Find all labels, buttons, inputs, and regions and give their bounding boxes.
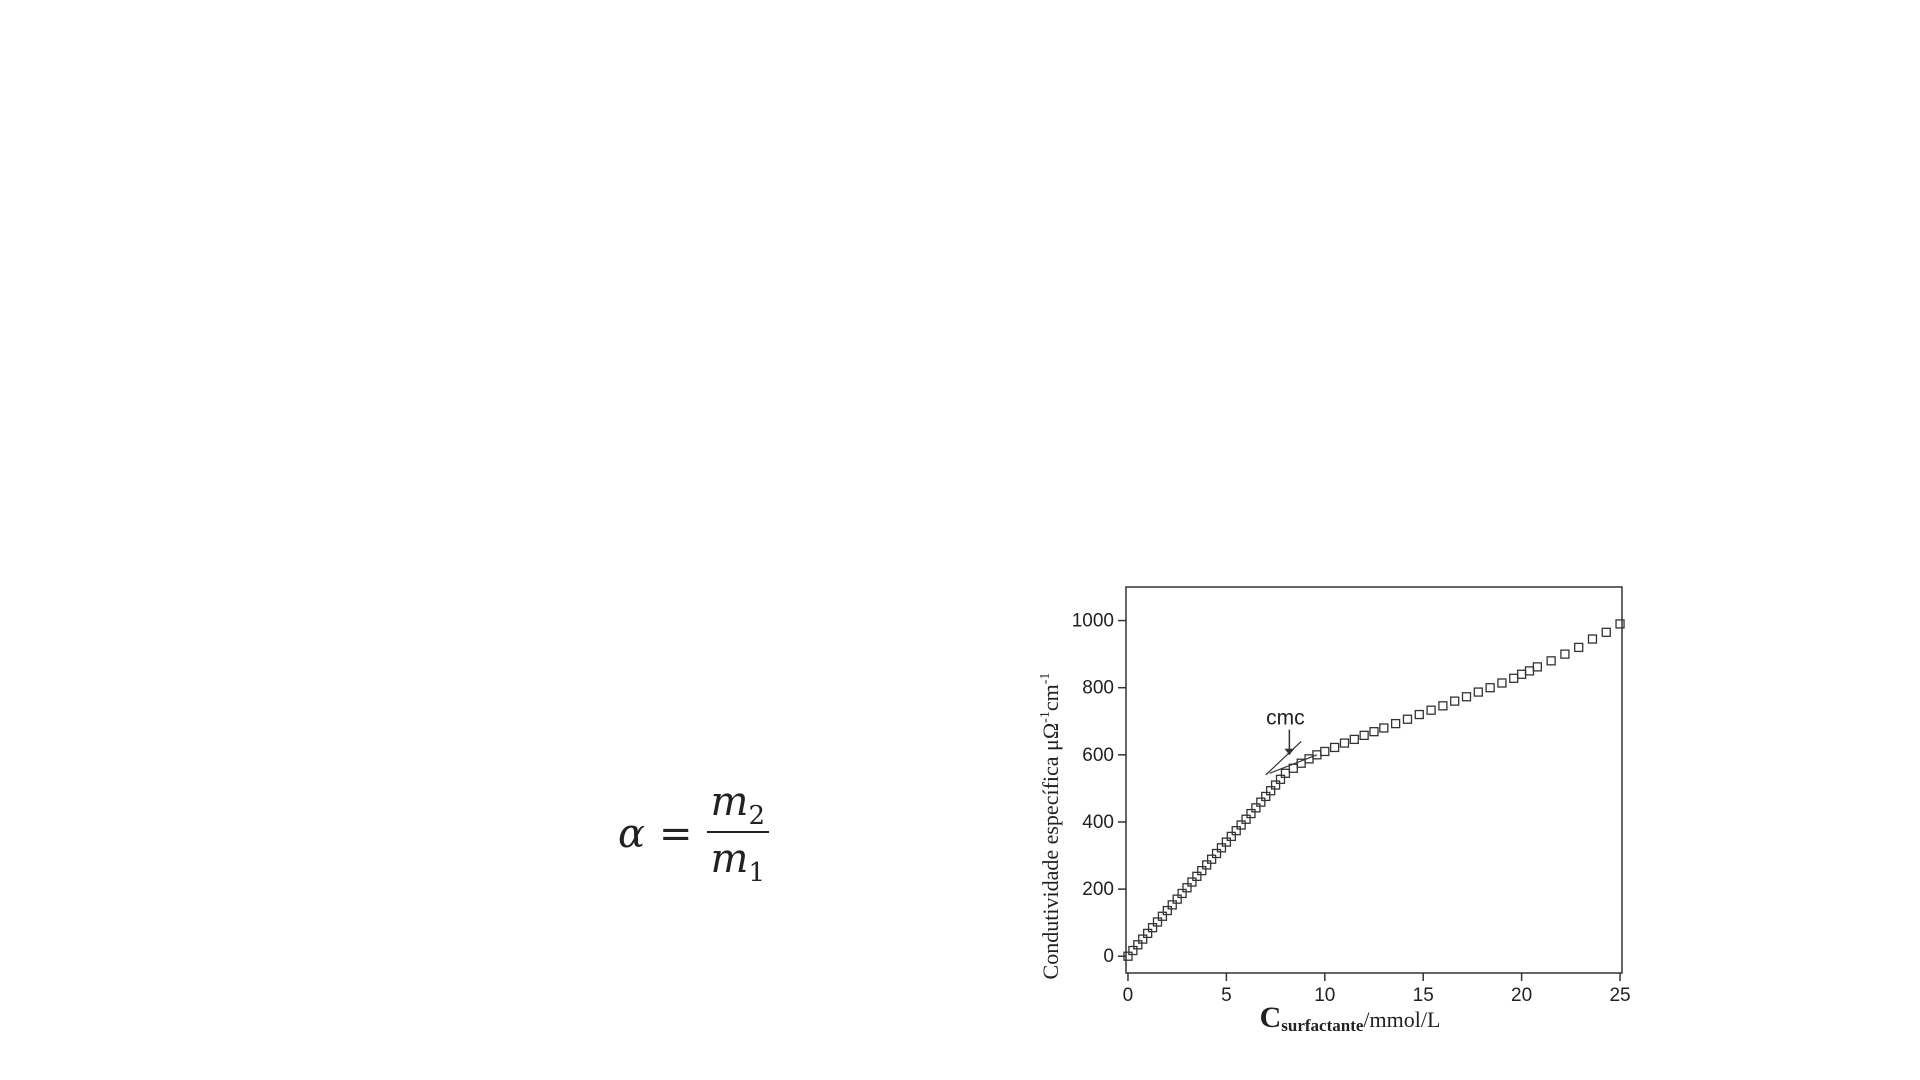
y-tick-label: 800 — [1082, 678, 1114, 699]
x-label-sub: surfactante — [1281, 1016, 1364, 1035]
data-point — [1236, 820, 1246, 830]
numerator-sub: 2 — [748, 801, 766, 831]
data-point — [1256, 797, 1266, 807]
data-point — [1266, 786, 1276, 796]
x-tick-label: 20 — [1511, 985, 1532, 1006]
data-point — [1601, 627, 1611, 637]
y-label-main: Condutividade específica μΩ — [1038, 723, 1063, 980]
data-point — [1221, 837, 1232, 847]
data-point — [1182, 883, 1192, 893]
data-point — [1414, 709, 1424, 720]
data-point — [1162, 905, 1172, 916]
data-point — [1288, 763, 1298, 773]
y-tick-label: 0 — [1103, 946, 1114, 967]
x-label-symbol: C — [1260, 1001, 1282, 1034]
data-point — [1349, 734, 1359, 745]
fraction: m2 m1 — [706, 779, 770, 886]
data-point — [1216, 843, 1227, 853]
data-point — [1280, 768, 1291, 778]
data-point — [1450, 696, 1460, 706]
data-point — [1532, 662, 1543, 672]
data-point — [1138, 934, 1148, 944]
formula-lhs: α — [618, 811, 646, 857]
data-point — [1516, 669, 1527, 679]
data-point — [1123, 951, 1133, 961]
data-point — [1177, 888, 1187, 899]
y-tick-label: 400 — [1082, 812, 1114, 833]
data-point — [1546, 656, 1556, 666]
data-point — [1147, 923, 1158, 933]
denominator-sub: 1 — [748, 858, 766, 888]
data-point — [1202, 860, 1212, 870]
data-point — [1369, 727, 1379, 737]
data-point — [1461, 692, 1472, 702]
annotation: cmc — [1266, 707, 1305, 730]
y-tick-label: 600 — [1082, 745, 1114, 766]
data-point — [1275, 774, 1286, 784]
data-point — [1172, 894, 1182, 904]
y-tick-label: 200 — [1082, 879, 1114, 900]
data-point — [1329, 742, 1340, 753]
data-point — [1320, 746, 1330, 757]
data-point — [1211, 848, 1222, 859]
formula: α = m2 m1 — [618, 779, 770, 886]
data-point — [1560, 649, 1570, 659]
tangent-line — [1265, 740, 1302, 776]
formula-operator: = — [659, 811, 693, 857]
data-point — [1187, 877, 1197, 887]
y-tick-label: 1000 — [1072, 611, 1114, 632]
data-point — [1497, 678, 1507, 688]
denominator: m1 — [707, 833, 769, 886]
data-point — [1615, 619, 1625, 629]
data-point — [1473, 687, 1483, 697]
data-point — [1339, 738, 1350, 748]
x-axis-label: Csurfactante/mmol/L — [1260, 1001, 1441, 1035]
annotation-arrowhead — [1284, 748, 1295, 755]
data-point — [1509, 673, 1519, 683]
data-point — [1438, 701, 1448, 711]
numerator: m2 — [706, 779, 770, 833]
data-point — [1197, 865, 1207, 876]
data-point — [1426, 705, 1436, 715]
plot-frame — [1125, 586, 1623, 974]
x-tick-label: 10 — [1314, 985, 1335, 1006]
data-point — [1574, 642, 1584, 653]
data-point — [1241, 814, 1251, 824]
data-point — [1128, 945, 1138, 956]
data-point — [1206, 854, 1217, 864]
data-point — [1524, 666, 1535, 676]
data-point — [1485, 683, 1495, 693]
y-label-exp1: -1 — [1038, 711, 1053, 723]
data-point — [1251, 803, 1261, 813]
data-point — [1231, 826, 1241, 836]
data-point — [1587, 634, 1598, 644]
data-point — [1226, 831, 1236, 842]
data-point — [1157, 911, 1168, 921]
denominator-var: m — [710, 836, 749, 882]
data-point — [1261, 791, 1271, 802]
y-label-exp2: -1 — [1038, 673, 1053, 685]
x-tick-label: 15 — [1413, 985, 1434, 1006]
y-label-unit: cm — [1038, 684, 1063, 711]
data-point — [1391, 718, 1401, 729]
data-point — [1402, 714, 1413, 724]
numerator-var: m — [710, 779, 749, 825]
data-point — [1270, 780, 1281, 790]
data-point — [1359, 730, 1369, 741]
y-axis-label: Condutividade específica μΩ-1cm-1 — [1038, 673, 1063, 980]
x-tick-label: 0 — [1123, 985, 1134, 1006]
x-label-unit: /mmol/L — [1363, 1007, 1440, 1032]
data-point — [1133, 940, 1143, 950]
x-tick-label: 25 — [1609, 985, 1630, 1006]
data-point — [1379, 723, 1389, 733]
data-point — [1143, 928, 1153, 939]
data-point — [1152, 917, 1163, 927]
x-tick-label: 5 — [1221, 985, 1232, 1006]
data-point — [1246, 808, 1256, 819]
data-point — [1192, 871, 1202, 881]
data-point — [1167, 900, 1177, 910]
